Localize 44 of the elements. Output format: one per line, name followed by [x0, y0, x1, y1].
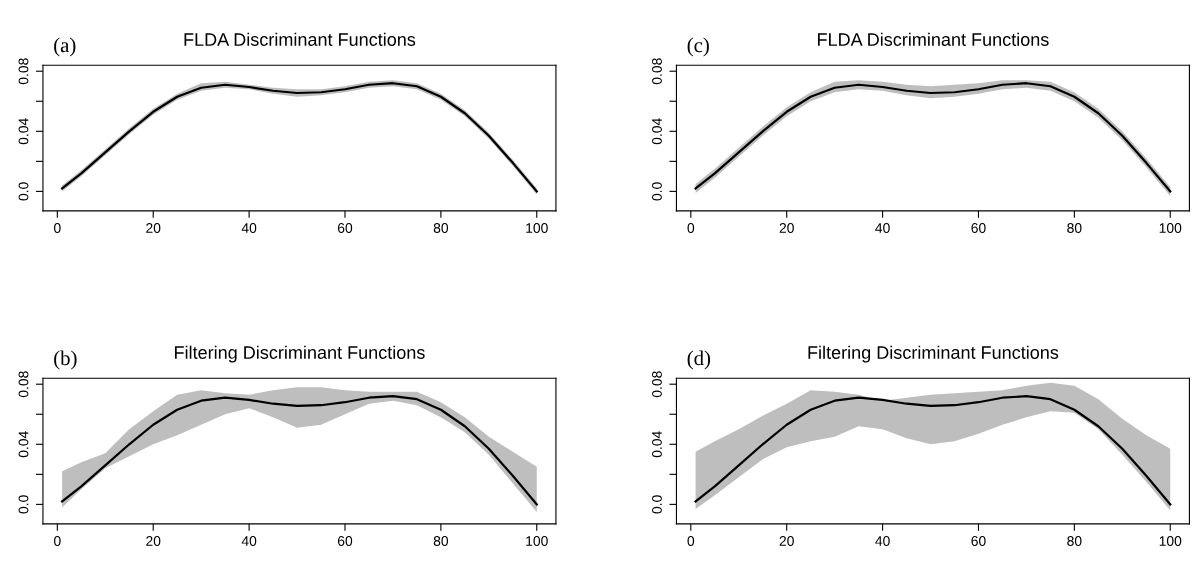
- x-tick-label: 80: [1067, 223, 1082, 233]
- text: (c): [687, 37, 709, 57]
- x-tick-label: 20: [779, 536, 794, 546]
- chart-title: Filtering Discriminant Functions: [808, 345, 1059, 363]
- x-tick-label: 0: [687, 223, 695, 233]
- x-tick-label: 80: [433, 536, 449, 546]
- x-tick-label: 100: [1159, 223, 1182, 233]
- x-tick-label: 60: [337, 536, 353, 546]
- x-tick-label: 40: [875, 223, 890, 233]
- x-tick-label: 80: [433, 223, 449, 233]
- x-tick-label: 60: [971, 223, 986, 233]
- x-tick-label: 40: [241, 223, 257, 233]
- text: (d): [687, 350, 711, 370]
- text: (b): [54, 350, 77, 370]
- x-tick-label: 20: [779, 223, 794, 233]
- x-tick-label: 60: [971, 536, 986, 546]
- y-tick-label: 0.08: [18, 371, 29, 398]
- x-tick-label: 20: [146, 536, 161, 546]
- x-tick-label: 60: [337, 223, 353, 233]
- y-tick-label: 0.0: [652, 182, 662, 201]
- y-tick-label: 0.0: [18, 495, 29, 514]
- x-tick-label: 40: [241, 536, 257, 546]
- y-tick-label: 0.0: [652, 495, 662, 514]
- y-tick-label: 0.0: [18, 182, 29, 201]
- y-tick-label: 0.08: [18, 58, 29, 85]
- x-tick-label: 100: [526, 223, 548, 233]
- x-tick-label: 100: [1159, 536, 1182, 546]
- x-tick-label: 20: [146, 223, 161, 233]
- text: (a): [54, 37, 76, 57]
- y-tick-label: 0.04: [18, 118, 29, 145]
- x-tick-label: 80: [1067, 536, 1082, 546]
- chart-title: FLDA Discriminant Functions: [818, 32, 1049, 46]
- chart-title: FLDA Discriminant Functions: [184, 32, 416, 46]
- y-tick-label: 0.08: [652, 371, 662, 398]
- x-tick-label: 0: [54, 536, 61, 546]
- y-tick-label: 0.04: [652, 118, 662, 145]
- y-tick-label: 0.08: [652, 58, 662, 85]
- x-tick-label: 40: [875, 536, 890, 546]
- x-tick-label: 0: [54, 223, 61, 233]
- y-tick-label: 0.04: [652, 431, 662, 458]
- chart-title: Filtering Discriminant Functions: [175, 345, 425, 363]
- y-tick-label: 0.04: [18, 431, 29, 458]
- x-tick-label: 100: [526, 536, 548, 546]
- x-tick-label: 0: [687, 536, 695, 546]
